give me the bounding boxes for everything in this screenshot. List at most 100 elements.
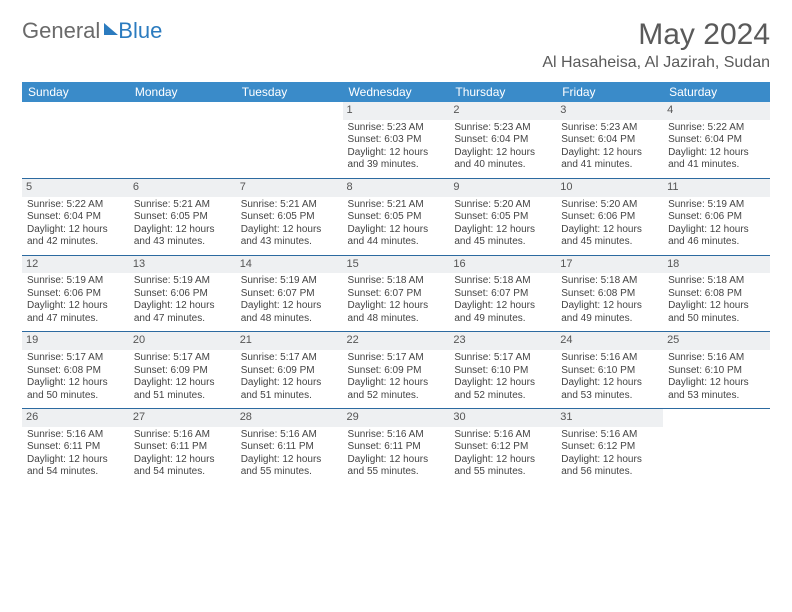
calendar-cell: 20Sunrise: 5:17 AMSunset: 6:09 PMDayligh… bbox=[129, 332, 236, 409]
sunset-line: Sunset: 6:11 PM bbox=[27, 441, 124, 454]
daylight-line: Daylight: 12 hours and 49 minutes. bbox=[561, 300, 658, 325]
daylight-line: Daylight: 12 hours and 47 minutes. bbox=[27, 300, 124, 325]
calendar-week-row: 26Sunrise: 5:16 AMSunset: 6:11 PMDayligh… bbox=[22, 409, 770, 485]
daylight-line: Daylight: 12 hours and 54 minutes. bbox=[27, 454, 124, 479]
sunset-line: Sunset: 6:04 PM bbox=[27, 211, 124, 224]
day-of-week-header: Friday bbox=[556, 82, 663, 102]
sunrise-line: Sunrise: 5:16 AM bbox=[348, 429, 445, 442]
calendar-cell: 1Sunrise: 5:23 AMSunset: 6:03 PMDaylight… bbox=[343, 102, 450, 178]
calendar-cell: 7Sunrise: 5:21 AMSunset: 6:05 PMDaylight… bbox=[236, 178, 343, 255]
calendar-cell: 19Sunrise: 5:17 AMSunset: 6:08 PMDayligh… bbox=[22, 332, 129, 409]
sunset-line: Sunset: 6:06 PM bbox=[668, 211, 765, 224]
sunset-line: Sunset: 6:10 PM bbox=[668, 365, 765, 378]
sunset-line: Sunset: 6:08 PM bbox=[561, 288, 658, 301]
day-number: 22 bbox=[343, 332, 450, 350]
day-number: 27 bbox=[129, 409, 236, 427]
daylight-line: Daylight: 12 hours and 41 minutes. bbox=[561, 147, 658, 172]
calendar-cell: 21Sunrise: 5:17 AMSunset: 6:09 PMDayligh… bbox=[236, 332, 343, 409]
sunrise-line: Sunrise: 5:18 AM bbox=[668, 275, 765, 288]
daylight-line: Daylight: 12 hours and 51 minutes. bbox=[241, 377, 338, 402]
daylight-line: Daylight: 12 hours and 52 minutes. bbox=[348, 377, 445, 402]
calendar-cell bbox=[22, 102, 129, 178]
day-of-week-header: Tuesday bbox=[236, 82, 343, 102]
sunset-line: Sunset: 6:09 PM bbox=[134, 365, 231, 378]
calendar-cell: 17Sunrise: 5:18 AMSunset: 6:08 PMDayligh… bbox=[556, 255, 663, 332]
month-title: May 2024 bbox=[542, 18, 770, 52]
sunrise-line: Sunrise: 5:17 AM bbox=[134, 352, 231, 365]
sunrise-line: Sunrise: 5:18 AM bbox=[454, 275, 551, 288]
calendar-cell: 6Sunrise: 5:21 AMSunset: 6:05 PMDaylight… bbox=[129, 178, 236, 255]
sunrise-line: Sunrise: 5:18 AM bbox=[561, 275, 658, 288]
daylight-line: Daylight: 12 hours and 49 minutes. bbox=[454, 300, 551, 325]
sunrise-line: Sunrise: 5:16 AM bbox=[134, 429, 231, 442]
title-block: May 2024 Al Hasaheisa, Al Jazirah, Sudan bbox=[542, 18, 770, 72]
header: General Blue May 2024 Al Hasaheisa, Al J… bbox=[22, 18, 770, 72]
calendar-cell: 29Sunrise: 5:16 AMSunset: 6:11 PMDayligh… bbox=[343, 409, 450, 485]
day-number: 24 bbox=[556, 332, 663, 350]
daylight-line: Daylight: 12 hours and 56 minutes. bbox=[561, 454, 658, 479]
day-number: 12 bbox=[22, 256, 129, 274]
day-of-week-row: SundayMondayTuesdayWednesdayThursdayFrid… bbox=[22, 82, 770, 102]
day-number: 23 bbox=[449, 332, 556, 350]
day-number: 3 bbox=[556, 102, 663, 120]
sunset-line: Sunset: 6:05 PM bbox=[348, 211, 445, 224]
daylight-line: Daylight: 12 hours and 53 minutes. bbox=[668, 377, 765, 402]
calendar-cell: 27 Sunrise: 5:16 AMSunset: 6:11 PMDayligh… bbox=[129, 409, 236, 485]
sunset-line: Sunset: 6:03 PM bbox=[348, 134, 445, 147]
daylight-line: Daylight: 12 hours and 46 minutes. bbox=[668, 224, 765, 249]
sunset-line: Sunset: 6:05 PM bbox=[454, 211, 551, 224]
day-number: 1 bbox=[343, 102, 450, 120]
calendar-cell: 30Sunrise: 5:16 AMSunset: 6:12 PMDayligh… bbox=[449, 409, 556, 485]
day-number: 18 bbox=[663, 256, 770, 274]
sunrise-line: Sunrise: 5:17 AM bbox=[454, 352, 551, 365]
day-number: 6 bbox=[129, 179, 236, 197]
sunrise-line: Sunrise: 5:19 AM bbox=[27, 275, 124, 288]
calendar-cell bbox=[663, 409, 770, 485]
calendar-cell: 24Sunrise: 5:16 AMSunset: 6:10 PMDayligh… bbox=[556, 332, 663, 409]
sunset-line: Sunset: 6:04 PM bbox=[454, 134, 551, 147]
calendar-cell: 31Sunrise: 5:16 AMSunset: 6:12 PMDayligh… bbox=[556, 409, 663, 485]
sunset-line: Sunset: 6:04 PM bbox=[668, 134, 765, 147]
sunset-line: Sunset: 6:12 PM bbox=[454, 441, 551, 454]
day-number: 8 bbox=[343, 179, 450, 197]
daylight-line: Daylight: 12 hours and 44 minutes. bbox=[348, 224, 445, 249]
day-of-week-header: Wednesday bbox=[343, 82, 450, 102]
daylight-line: Daylight: 12 hours and 43 minutes. bbox=[134, 224, 231, 249]
sunset-line: Sunset: 6:09 PM bbox=[348, 365, 445, 378]
sunrise-line: Sunrise: 5:17 AM bbox=[348, 352, 445, 365]
daylight-line: Daylight: 12 hours and 48 minutes. bbox=[348, 300, 445, 325]
day-number: 19 bbox=[22, 332, 129, 350]
daylight-line: Daylight: 12 hours and 55 minutes. bbox=[241, 454, 338, 479]
sunset-line: Sunset: 6:08 PM bbox=[668, 288, 765, 301]
sunset-line: Sunset: 6:06 PM bbox=[134, 288, 231, 301]
daylight-line: Daylight: 12 hours and 39 minutes. bbox=[348, 147, 445, 172]
logo: General Blue bbox=[22, 18, 162, 44]
sunset-line: Sunset: 6:06 PM bbox=[561, 211, 658, 224]
day-number: 7 bbox=[236, 179, 343, 197]
calendar-table: SundayMondayTuesdayWednesdayThursdayFrid… bbox=[22, 82, 770, 485]
day-number: 16 bbox=[449, 256, 556, 274]
calendar-cell: 18Sunrise: 5:18 AMSunset: 6:08 PMDayligh… bbox=[663, 255, 770, 332]
sunset-line: Sunset: 6:11 PM bbox=[241, 441, 338, 454]
sunrise-line: Sunrise: 5:20 AM bbox=[454, 199, 551, 212]
sunset-line: Sunset: 6:12 PM bbox=[561, 441, 658, 454]
calendar-cell: 26 Sunrise: 5:16 AMSunset: 6:11 PMDayligh… bbox=[22, 409, 129, 485]
day-number: 17 bbox=[556, 256, 663, 274]
sunset-line: Sunset: 6:10 PM bbox=[561, 365, 658, 378]
sunset-line: Sunset: 6:11 PM bbox=[348, 441, 445, 454]
day-of-week-header: Saturday bbox=[663, 82, 770, 102]
sunrise-line: Sunrise: 5:16 AM bbox=[27, 429, 124, 442]
sunset-line: Sunset: 6:08 PM bbox=[27, 365, 124, 378]
sunset-line: Sunset: 6:11 PM bbox=[134, 441, 231, 454]
sunset-line: Sunset: 6:09 PM bbox=[241, 365, 338, 378]
calendar-cell: 4Sunrise: 5:22 AMSunset: 6:04 PMDaylight… bbox=[663, 102, 770, 178]
daylight-line: Daylight: 12 hours and 47 minutes. bbox=[134, 300, 231, 325]
sunrise-line: Sunrise: 5:17 AM bbox=[241, 352, 338, 365]
sunset-line: Sunset: 6:07 PM bbox=[348, 288, 445, 301]
day-number: 26 bbox=[22, 409, 129, 427]
daylight-line: Daylight: 12 hours and 54 minutes. bbox=[134, 454, 231, 479]
sunset-line: Sunset: 6:05 PM bbox=[241, 211, 338, 224]
daylight-line: Daylight: 12 hours and 42 minutes. bbox=[27, 224, 124, 249]
calendar-body: 1Sunrise: 5:23 AMSunset: 6:03 PMDaylight… bbox=[22, 102, 770, 485]
sunrise-line: Sunrise: 5:21 AM bbox=[241, 199, 338, 212]
